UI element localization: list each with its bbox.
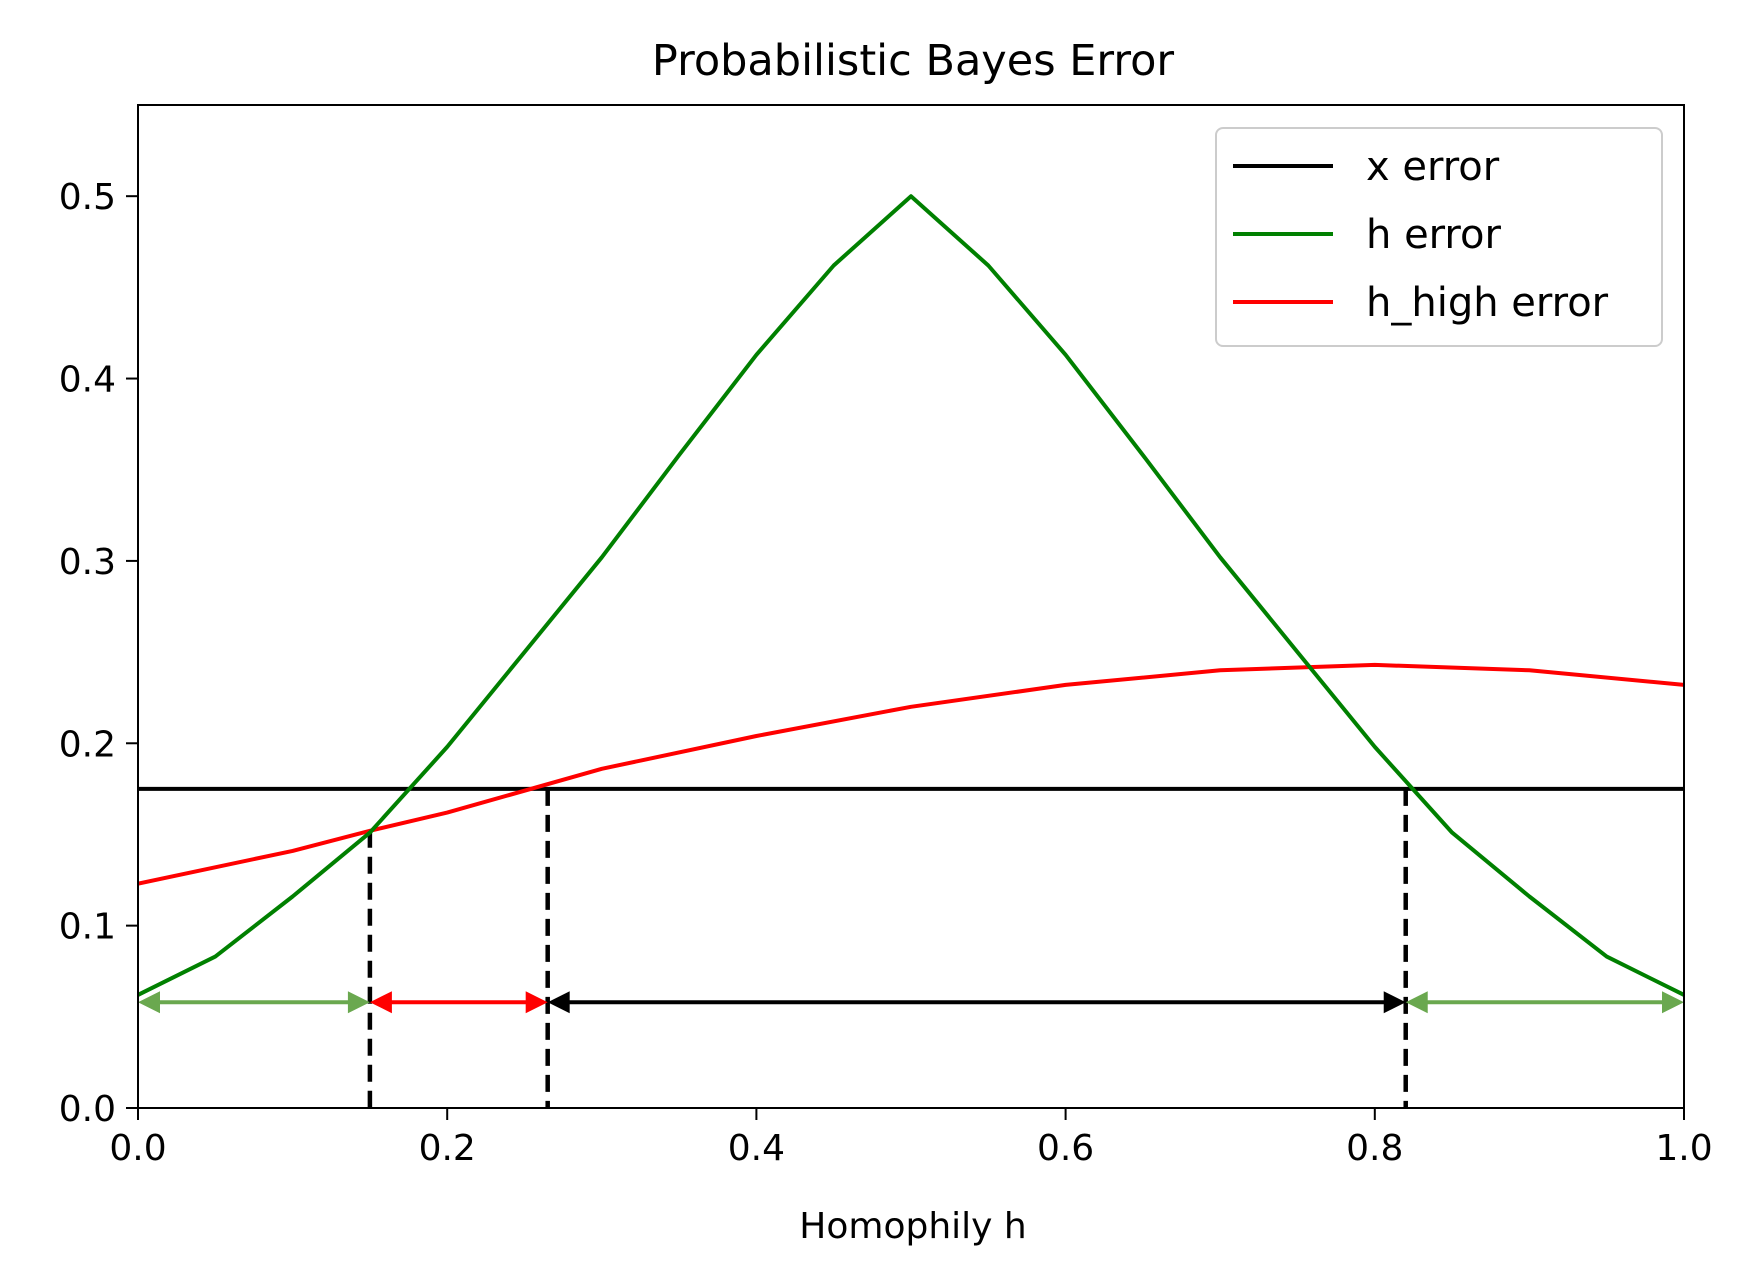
axis-ticks: 0.0 0.2 0.4 0.6 0.8 1.0 0.0 0.1 0.2 0.3 0.4 0.5	[59, 177, 1713, 1169]
range-arrow	[547, 991, 1406, 1014]
series-line-h-error	[138, 194, 1684, 997]
y-tick-label: 0.2	[59, 724, 116, 765]
y-tick-label: 0.3	[59, 542, 116, 583]
series-line-h-high-error	[138, 662, 1684, 886]
axes-frame	[137, 104, 1685, 1109]
legend: x error h error h_high error	[1215, 127, 1663, 347]
chart-title: Probabilistic Bayes Error	[652, 36, 1174, 86]
y-tick-label: 0.5	[59, 177, 116, 218]
x-tick-label: 0.2	[419, 1128, 476, 1169]
x-tick-label: 0.6	[1037, 1128, 1094, 1169]
range-arrow	[369, 991, 548, 1014]
legend-entry-label: h error	[1366, 212, 1501, 258]
legend-entry-label: x error	[1366, 144, 1500, 190]
legend-entry-label: h_high error	[1366, 280, 1609, 326]
x-tick-label: 1.0	[1655, 1128, 1712, 1169]
legend-box	[1215, 127, 1663, 347]
y-tick-label: 0.4	[59, 360, 116, 401]
x-tick-label: 0.4	[728, 1128, 785, 1169]
x-axis-label: Homophily h	[799, 1206, 1026, 1247]
x-tick-label: 0.8	[1346, 1128, 1403, 1169]
y-tick-label: 0.0	[59, 1089, 116, 1130]
y-tick-label: 0.1	[59, 907, 116, 948]
range-arrow	[138, 991, 370, 1014]
plot-area	[138, 194, 1684, 1108]
x-tick-label: 0.0	[109, 1128, 166, 1169]
range-arrow	[1405, 991, 1684, 1014]
